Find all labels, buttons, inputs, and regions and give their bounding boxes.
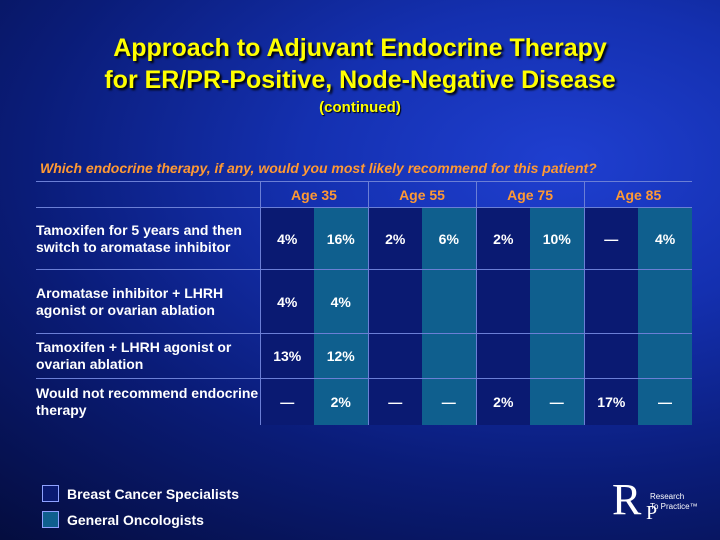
value-cell: 13%: [259, 333, 314, 379]
table-row: Tamoxifen + LHRH agonist or ovarian abla…: [36, 333, 693, 379]
age-header-35: Age 35: [259, 181, 369, 208]
value-cell: 17%: [583, 378, 639, 425]
legend-swatch-icon: [42, 511, 59, 528]
value-cell: 4%: [638, 207, 693, 270]
value-cell: 4%: [259, 207, 314, 270]
results-table: Age 35 Age 55 Age 75 Age 85 Tamoxifen fo…: [36, 181, 693, 425]
value-cell: —: [259, 378, 314, 425]
value-cell: [530, 333, 585, 379]
age-header-75: Age 75: [475, 181, 585, 208]
value-cell: 6%: [422, 207, 477, 270]
value-cell: 2%: [367, 207, 423, 270]
legend-label: Breast Cancer Specialists: [67, 485, 239, 502]
value-cell: —: [422, 378, 477, 425]
value-cell: 2%: [475, 378, 531, 425]
legend-swatch-icon: [42, 485, 59, 502]
logo-letter-p: P: [646, 502, 658, 524]
value-cell: [530, 269, 585, 334]
legend-item-general-oncologists: General Oncologists: [42, 511, 204, 528]
table-header-row: Age 35 Age 55 Age 75 Age 85: [36, 181, 693, 208]
value-cell: 16%: [314, 207, 369, 270]
value-cell: [367, 269, 423, 334]
value-cell: —: [367, 378, 423, 425]
logo-text-line-1: Research: [650, 492, 685, 501]
value-cell: [422, 269, 477, 334]
value-cell: [475, 269, 531, 334]
value-cell: —: [583, 207, 639, 270]
value-cell: [422, 333, 477, 379]
legend-item-breast-cancer-specialists: Breast Cancer Specialists: [42, 485, 239, 502]
value-cell: [367, 333, 423, 379]
age-header-55: Age 55: [367, 181, 477, 208]
row-label: Tamoxifen for 5 years and then switch to…: [36, 207, 260, 270]
value-cell: [583, 269, 639, 334]
value-cell: 4%: [314, 269, 369, 334]
table-row: Aromatase inhibitor + LHRH agonist or ov…: [36, 269, 693, 334]
slide-title-line-1: Approach to Adjuvant Endocrine Therapy: [113, 34, 607, 62]
value-cell: 10%: [530, 207, 585, 270]
value-cell: [475, 333, 531, 379]
value-cell: —: [638, 378, 693, 425]
value-cell: 12%: [314, 333, 369, 379]
row-label: Aromatase inhibitor + LHRH agonist or ov…: [36, 269, 260, 334]
value-cell: [638, 333, 693, 379]
logo-letter-r: R: [612, 475, 642, 524]
slide-title: Approach to Adjuvant Endocrine Therapy f…: [0, 32, 720, 96]
row-label: Tamoxifen + LHRH agonist or ovarian abla…: [36, 333, 260, 379]
slide-title-line-2: for ER/PR-Positive, Node-Negative Diseas…: [104, 66, 616, 94]
value-cell: —: [530, 378, 585, 425]
survey-question: Which endocrine therapy, if any, would y…: [40, 160, 597, 176]
research-to-practice-logo: R P Research To Practice™: [612, 475, 712, 528]
value-cell: 4%: [259, 269, 314, 334]
row-label: Would not recommend endocrine therapy: [36, 378, 260, 425]
value-cell: [583, 333, 639, 379]
header-blank-cell: [36, 181, 260, 208]
table-row: Would not recommend endocrine therapy — …: [36, 378, 693, 425]
value-cell: 2%: [314, 378, 369, 425]
value-cell: [638, 269, 693, 334]
value-cell: 2%: [475, 207, 531, 270]
table-row: Tamoxifen for 5 years and then switch to…: [36, 207, 693, 270]
logo-text: Research To Practice™: [650, 492, 698, 512]
slide-subtitle: (continued): [319, 99, 401, 116]
age-header-85: Age 85: [583, 181, 693, 208]
legend-label: General Oncologists: [67, 511, 204, 528]
logo-text-line-2: To Practice™: [650, 502, 698, 511]
